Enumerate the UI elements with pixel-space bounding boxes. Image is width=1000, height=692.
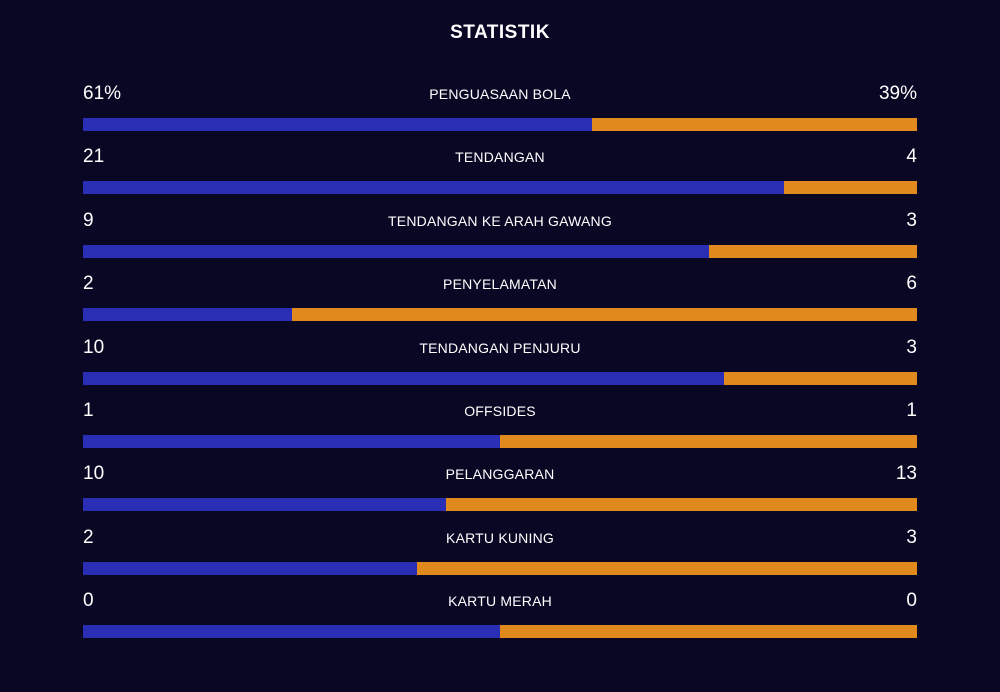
stat-row: 1 OFFSIDES 1: [83, 399, 917, 455]
bar-home-segment: [83, 372, 725, 385]
stat-bar: [83, 181, 917, 194]
stat-row: 21 TENDANGAN 4: [83, 145, 917, 201]
stat-label: KARTU MERAH: [448, 593, 552, 609]
away-value: 0: [906, 590, 917, 611]
bar-home-segment: [83, 181, 784, 194]
bar-home-segment: [83, 498, 446, 511]
stat-row: 2 KARTU KUNING 3: [83, 526, 917, 582]
stat-bar: [83, 625, 917, 638]
stat-row: 10 TENDANGAN PENJURU 3: [83, 336, 917, 392]
stat-bar: [83, 372, 917, 385]
away-value: 3: [906, 337, 917, 358]
bar-away-segment: [591, 118, 917, 131]
bar-away-segment: [708, 245, 917, 258]
stat-row: 10 PELANGGARAN 13: [83, 462, 917, 518]
bar-away-segment: [291, 308, 917, 321]
stat-row: 61% PENGUASAAN BOLA 39%: [83, 82, 917, 138]
away-value: 6: [906, 273, 917, 294]
away-value: 3: [906, 527, 917, 548]
bar-home-segment: [83, 435, 500, 448]
home-value: 10: [83, 337, 105, 358]
stat-label: TENDANGAN KE ARAH GAWANG: [388, 213, 612, 229]
stat-label: KARTU KUNING: [446, 530, 554, 546]
bar-home-segment: [83, 308, 292, 321]
stat-label: TENDANGAN: [455, 149, 545, 165]
bar-home-segment: [83, 118, 592, 131]
stat-label: PENGUASAAN BOLA: [429, 86, 571, 102]
stat-label: TENDANGAN PENJURU: [419, 340, 581, 356]
stat-bar: [83, 562, 917, 575]
bar-away-segment: [500, 625, 917, 638]
bar-home-segment: [83, 562, 417, 575]
home-value: 61%: [83, 83, 122, 104]
stat-bar: [83, 308, 917, 321]
away-value: 4: [906, 146, 917, 167]
bar-home-segment: [83, 625, 500, 638]
stat-bar: [83, 498, 917, 511]
home-value: 21: [83, 146, 105, 167]
page-title: STATISTIK: [450, 22, 550, 43]
home-value: 9: [83, 210, 94, 231]
away-value: 1: [906, 400, 917, 421]
stat-bar: [83, 435, 917, 448]
away-value: 39%: [878, 83, 917, 104]
bar-away-segment: [724, 372, 917, 385]
home-value: 2: [83, 527, 94, 548]
stat-bar: [83, 118, 917, 131]
stat-row: 2 PENYELAMATAN 6: [83, 272, 917, 328]
away-value: 3: [906, 210, 917, 231]
bar-home-segment: [83, 245, 709, 258]
stat-label: OFFSIDES: [464, 403, 536, 419]
bar-away-segment: [500, 435, 917, 448]
bar-away-segment: [783, 181, 917, 194]
home-value: 10: [83, 463, 105, 484]
home-value: 2: [83, 273, 94, 294]
away-value: 13: [895, 463, 917, 484]
stat-label: PELANGGARAN: [445, 466, 555, 482]
bar-away-segment: [445, 498, 917, 511]
stat-label: PENYELAMATAN: [443, 276, 557, 292]
stat-row: 0 KARTU MERAH 0: [83, 589, 917, 645]
stat-bar: [83, 245, 917, 258]
stat-row: 9 TENDANGAN KE ARAH GAWANG 3: [83, 209, 917, 265]
home-value: 0: [83, 590, 94, 611]
bar-away-segment: [416, 562, 917, 575]
home-value: 1: [83, 400, 94, 421]
